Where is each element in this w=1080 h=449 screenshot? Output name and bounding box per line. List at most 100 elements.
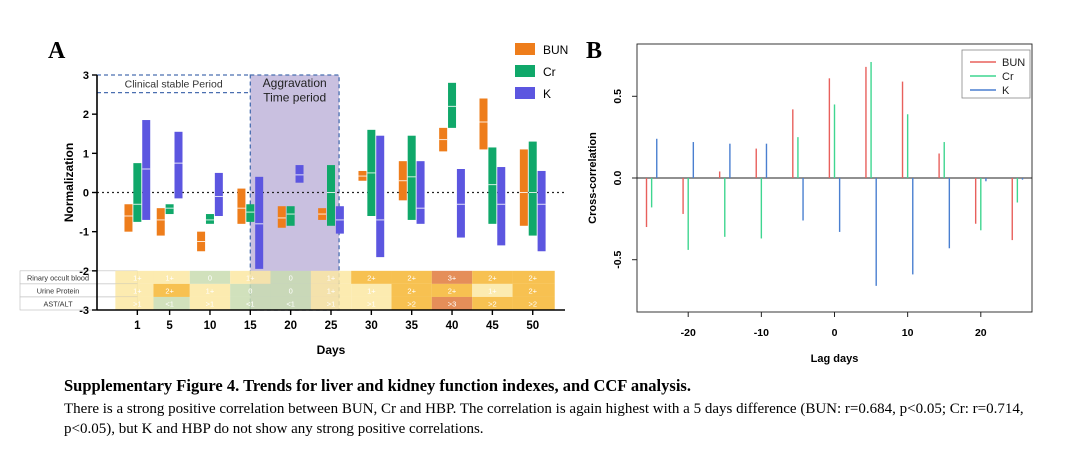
table-cell (431, 270, 473, 284)
table-cell-value: 2+ (165, 287, 174, 296)
table-cell (270, 283, 311, 297)
legend-label-bun: BUN (1002, 57, 1025, 69)
range-bar-cr (448, 82, 457, 128)
y-tick-label: 0.5 (612, 89, 624, 104)
range-bar-k (376, 135, 385, 258)
caption-body: There is a strong positive correlation b… (64, 401, 1024, 437)
table-cell-value: 0 (248, 287, 252, 296)
range-bar-k (416, 161, 425, 224)
y-tick-label: 2 (83, 109, 89, 121)
range-bar-cr (407, 135, 416, 220)
range-bar-cr (327, 165, 335, 226)
range-bar-k (456, 169, 465, 238)
legend-label-cr: Cr (1002, 71, 1014, 83)
table-cell-value: 1+ (133, 274, 142, 283)
stable-period-label: Clinical stable Period (125, 79, 223, 91)
table-cell-value: >2 (488, 300, 497, 309)
range-bar-bun (156, 208, 165, 236)
range-bar-k (295, 165, 304, 183)
table-cell-value: 1+ (327, 274, 336, 283)
table-cell (512, 283, 555, 297)
x-tick-label: 20 (284, 320, 297, 332)
range-bar-k (174, 131, 183, 199)
table-cell (472, 270, 513, 284)
range-bar-bun (124, 204, 133, 232)
table-row-label: Urine Protein (37, 287, 80, 296)
range-bar-cr (133, 163, 142, 222)
table-cell-value: 1+ (327, 287, 336, 296)
table-cell-value: 2+ (367, 274, 376, 283)
x-tick-label: -10 (754, 327, 769, 339)
table-cell (391, 270, 432, 284)
x-tick-label: 1 (134, 320, 141, 332)
y-tick-label: 1 (83, 148, 89, 160)
x-tick-label: 10 (902, 327, 914, 339)
table-cell-value: 1+ (367, 287, 376, 296)
table-cell-value: <1 (165, 300, 174, 309)
x-tick-label: 10 (204, 320, 217, 332)
range-bar-bun (277, 206, 286, 228)
legend-label-k: K (543, 87, 551, 101)
range-bar-k (537, 170, 546, 252)
table-cell (270, 296, 311, 310)
y-tick-label: -1 (79, 227, 89, 239)
table-cell-value: 1+ (206, 287, 215, 296)
range-bar-cr (246, 204, 255, 222)
figure-caption: Supplementary Figure 4. Trends for liver… (64, 376, 1064, 439)
x-tick-label: 40 (446, 320, 459, 332)
table-row-label: AST/ALT (43, 300, 73, 309)
x-tick-label: 30 (365, 320, 378, 332)
y-tick-label: 3 (83, 70, 89, 82)
range-bar-bun (479, 98, 488, 150)
table-cell (391, 296, 432, 310)
table-cell (153, 283, 190, 297)
table-cell-value: 2+ (448, 287, 457, 296)
table-cell-value: >1 (327, 300, 336, 309)
y-tick-label: -3 (79, 305, 89, 317)
table-cell (189, 283, 231, 297)
table-cell-value: 2+ (528, 287, 537, 296)
range-bar-k (214, 172, 223, 216)
table-cell-value: >1 (133, 300, 142, 309)
table-cell (115, 283, 154, 297)
x-tick-label: 25 (325, 320, 338, 332)
table-cell-value: 2+ (407, 274, 416, 283)
range-bar-cr (205, 214, 214, 224)
range-bar-cr (488, 147, 497, 224)
range-bar-k (142, 120, 151, 220)
range-bar-bun (519, 149, 528, 226)
table-cell-value: >2 (407, 300, 416, 309)
table-cell (115, 296, 154, 310)
table-cell (472, 283, 513, 297)
table-cell-value: 1+ (165, 274, 174, 283)
x-tick-label: 5 (166, 320, 173, 332)
table-cell (115, 270, 154, 284)
table-cell-value: >2 (528, 300, 537, 309)
table-cell (230, 270, 271, 284)
table-cell (270, 270, 311, 284)
x-tick-label: 45 (486, 320, 499, 332)
table-cell (351, 296, 392, 310)
aggravation-label-line1: Aggravation (263, 76, 327, 90)
y-axis-label: Cross-correlation (587, 132, 599, 224)
x-axis-label: Lag days (811, 353, 859, 365)
range-bar-cr (286, 206, 295, 226)
table-cell (310, 296, 352, 310)
y-tick-label: 0 (83, 188, 89, 200)
x-tick-label: 15 (244, 320, 257, 332)
caption-title: Supplementary Figure 4. Trends for liver… (64, 376, 691, 395)
table-cell-value: >1 (367, 300, 376, 309)
table-cell-value: <1 (286, 300, 295, 309)
table-cell (472, 296, 513, 310)
table-cell (153, 296, 190, 310)
table-cell-value: 1+ (246, 274, 255, 283)
x-tick-label: 50 (526, 320, 539, 332)
table-cell (230, 296, 271, 310)
table-cell (391, 283, 432, 297)
panel-b-label: B (586, 38, 603, 64)
x-tick-label: -20 (681, 327, 696, 339)
legend-label-bun: BUN (543, 43, 568, 57)
panel-a-label: A (48, 38, 66, 64)
